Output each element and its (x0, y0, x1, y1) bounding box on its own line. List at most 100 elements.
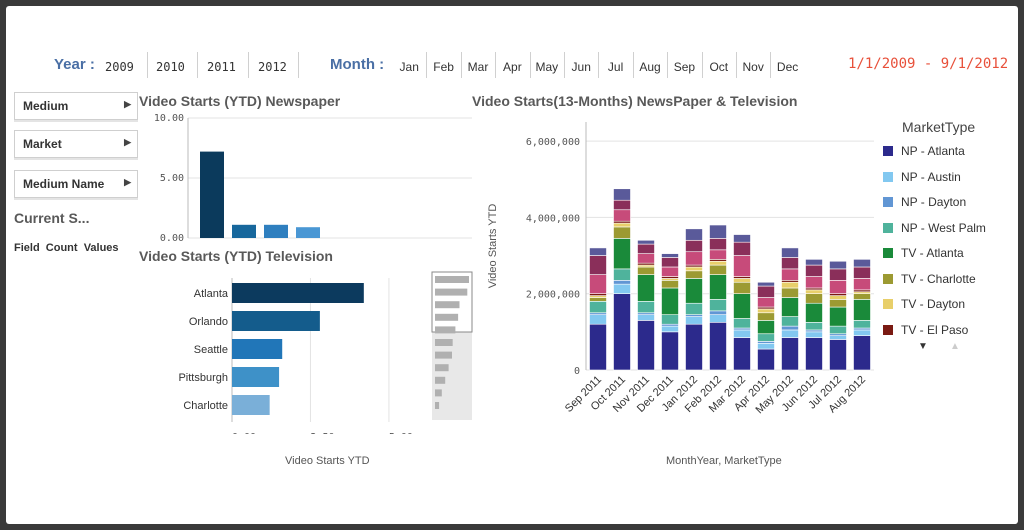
stacked-segment[interactable] (709, 274, 727, 300)
stacked-segment[interactable] (661, 314, 679, 325)
stacked-segment[interactable] (853, 278, 871, 291)
bar[interactable] (232, 367, 280, 387)
year-2009[interactable]: 2009 (105, 60, 134, 74)
stacked-segment[interactable] (661, 266, 679, 277)
stacked-segment[interactable] (733, 318, 751, 329)
year-2012[interactable]: 2012 (258, 60, 287, 74)
stacked-segment[interactable] (661, 325, 679, 333)
stacked-segment[interactable] (661, 331, 679, 371)
stacked-segment[interactable] (685, 251, 703, 266)
stacked-segment[interactable] (853, 320, 871, 329)
stacked-segment[interactable] (709, 260, 727, 266)
stacked-segment[interactable] (709, 224, 727, 239)
legend-item[interactable]: NP - Atlanta (883, 144, 965, 158)
stacked-segment[interactable] (781, 281, 799, 289)
stacked-segment[interactable] (805, 259, 823, 266)
stacked-segment[interactable] (829, 280, 847, 294)
stacked-segment[interactable] (637, 239, 655, 245)
stacked-segment[interactable] (757, 312, 775, 321)
stacked-segment[interactable] (733, 241, 751, 256)
stacked-segment[interactable] (661, 257, 679, 268)
legend-item[interactable]: NP - West Palm (883, 221, 986, 235)
bar[interactable] (200, 151, 224, 238)
stacked-segment[interactable] (613, 293, 631, 371)
stacked-segment[interactable] (757, 281, 775, 287)
stacked-segment[interactable] (853, 266, 871, 279)
month-jan[interactable]: Jan (399, 60, 419, 74)
stacked-segment[interactable] (685, 316, 703, 325)
stacked-segment[interactable] (637, 320, 655, 371)
stacked-segment[interactable] (829, 299, 847, 308)
stacked-segment[interactable] (709, 238, 727, 251)
stacked-segment[interactable] (829, 339, 847, 371)
stacked-segment[interactable] (781, 287, 799, 298)
stacked-segment[interactable] (805, 322, 823, 331)
stacked-segment[interactable] (757, 297, 775, 308)
stacked-segment[interactable] (709, 299, 727, 312)
stacked-segment[interactable] (805, 331, 823, 338)
stacked-segment[interactable] (829, 306, 847, 327)
stacked-segment[interactable] (637, 253, 655, 264)
stacked-segment[interactable] (805, 337, 823, 371)
bar[interactable] (264, 224, 288, 238)
stacked-segment[interactable] (733, 281, 751, 294)
stacked-segment[interactable] (781, 297, 799, 317)
stacked-segment[interactable] (853, 329, 871, 336)
stacked-segment[interactable] (613, 209, 631, 222)
stacked-segment[interactable] (781, 247, 799, 258)
stacked-segment[interactable] (853, 293, 871, 300)
stacked-segment[interactable] (829, 325, 847, 335)
stacked-segment[interactable] (685, 302, 703, 315)
listbox-market[interactable]: Market ▶ (14, 130, 138, 158)
stacked-segment[interactable] (733, 234, 751, 243)
stacked-segment[interactable] (709, 310, 727, 315)
month-jun[interactable]: Jun (571, 60, 591, 74)
stacked-segment[interactable] (781, 257, 799, 270)
stacked-segment[interactable] (733, 337, 751, 371)
stacked-segment[interactable] (757, 308, 775, 314)
stacked-segment[interactable] (613, 238, 631, 270)
stacked-segment[interactable] (589, 255, 607, 275)
stacked-segment[interactable] (685, 266, 703, 272)
stacked-segment[interactable] (709, 264, 727, 275)
legend-scroll-down-icon[interactable]: ▼ (918, 341, 928, 352)
stacked-segment[interactable] (781, 337, 799, 371)
stacked-segment[interactable] (685, 278, 703, 304)
stacked-segment[interactable] (853, 299, 871, 321)
stacked-segment[interactable] (757, 285, 775, 298)
stacked-segment[interactable] (637, 314, 655, 321)
month-jul[interactable]: Jul (607, 60, 624, 74)
stacked-segment[interactable] (661, 253, 679, 258)
stacked-segment[interactable] (613, 226, 631, 239)
stacked-segment[interactable] (733, 255, 751, 277)
legend-item[interactable]: TV - Dayton (883, 297, 965, 311)
bar[interactable] (232, 395, 270, 415)
stacked-segment[interactable] (757, 333, 775, 342)
stacked-segment[interactable] (829, 335, 847, 340)
stacked-segment[interactable] (709, 314, 727, 323)
stacked-segment[interactable] (805, 302, 823, 323)
stacked-segment[interactable] (613, 268, 631, 281)
month-nov[interactable]: Nov (742, 60, 764, 74)
stacked-segment[interactable] (685, 270, 703, 279)
bar[interactable] (232, 224, 256, 238)
legend-item[interactable]: TV - Atlanta (883, 246, 964, 260)
stacked-segment[interactable] (637, 301, 655, 314)
stacked-segment[interactable] (661, 280, 679, 289)
stacked-segment[interactable] (709, 249, 727, 260)
month-apr[interactable]: Apr (503, 60, 522, 74)
stacked-segment[interactable] (757, 342, 775, 350)
stacked-segment[interactable] (805, 293, 823, 304)
year-2011[interactable]: 2011 (207, 60, 236, 74)
month-oct[interactable]: Oct (709, 60, 729, 74)
stacked-segment[interactable] (637, 266, 655, 275)
bar[interactable] (232, 339, 283, 359)
month-aug[interactable]: Aug (639, 60, 661, 74)
stacked-segment[interactable] (829, 295, 847, 300)
stacked-segment[interactable] (805, 289, 823, 294)
stacked-segment[interactable] (613, 188, 631, 201)
stacked-segment[interactable] (589, 314, 607, 325)
month-dec[interactable]: Dec (776, 60, 799, 74)
stacked-segment[interactable] (613, 283, 631, 294)
stacked-segment[interactable] (829, 260, 847, 270)
